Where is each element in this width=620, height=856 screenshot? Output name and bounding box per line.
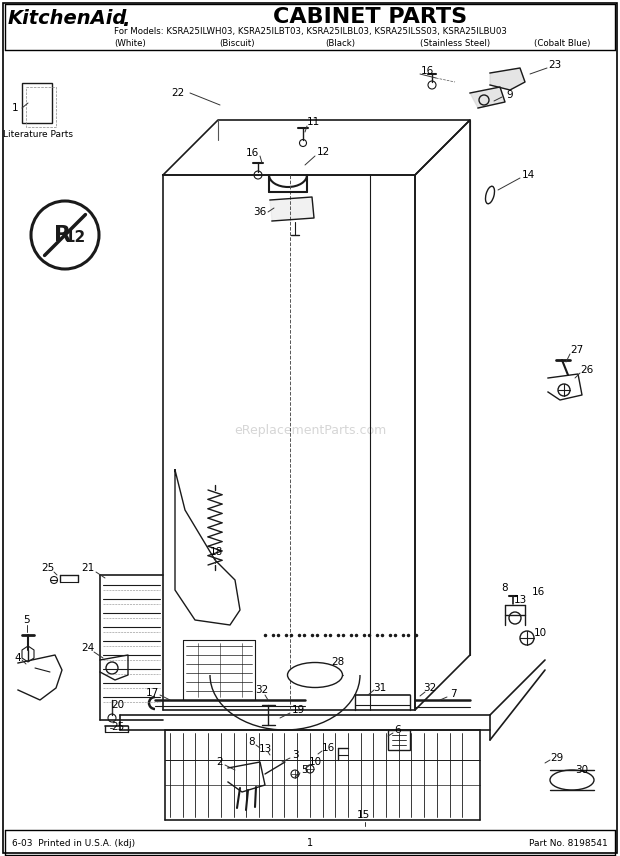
Text: 28: 28 xyxy=(331,657,345,667)
Text: 3: 3 xyxy=(291,750,298,760)
Text: 23: 23 xyxy=(548,60,562,70)
Text: 12: 12 xyxy=(316,147,330,157)
Text: 16: 16 xyxy=(246,148,259,158)
Text: 32: 32 xyxy=(423,683,436,693)
Text: 11: 11 xyxy=(306,117,320,127)
Text: 16: 16 xyxy=(531,587,544,597)
Text: 16: 16 xyxy=(321,743,335,753)
Text: (Stainless Steel): (Stainless Steel) xyxy=(420,39,490,47)
Text: Part No. 8198541: Part No. 8198541 xyxy=(529,839,608,847)
Text: 1: 1 xyxy=(12,103,19,113)
Text: 22: 22 xyxy=(171,88,185,98)
Text: 12: 12 xyxy=(64,229,86,245)
Text: 5: 5 xyxy=(24,615,30,625)
Text: 2: 2 xyxy=(216,757,223,767)
Text: R: R xyxy=(55,225,71,245)
Text: 25: 25 xyxy=(112,722,125,732)
Text: 9: 9 xyxy=(507,90,513,100)
Text: 5: 5 xyxy=(302,765,308,775)
Text: 26: 26 xyxy=(580,365,593,375)
Ellipse shape xyxy=(288,663,342,687)
Bar xyxy=(22,83,52,123)
Text: 13: 13 xyxy=(513,595,526,605)
Text: KitchenAid: KitchenAid xyxy=(8,9,127,27)
Text: 10: 10 xyxy=(533,628,547,638)
Text: 31: 31 xyxy=(373,683,387,693)
Bar xyxy=(26,87,56,127)
Polygon shape xyxy=(470,87,505,108)
Text: 6: 6 xyxy=(395,725,401,735)
Text: 17: 17 xyxy=(145,688,159,698)
Text: 13: 13 xyxy=(259,744,272,754)
Text: 15: 15 xyxy=(356,810,370,820)
Text: 8: 8 xyxy=(502,583,508,593)
Text: 20: 20 xyxy=(112,700,125,710)
Text: 36: 36 xyxy=(254,207,267,217)
Text: (Black): (Black) xyxy=(325,39,355,47)
Text: (White): (White) xyxy=(114,39,146,47)
Text: 16: 16 xyxy=(420,66,433,76)
Text: .: . xyxy=(122,10,130,29)
Text: CABINET PARTS: CABINET PARTS xyxy=(273,7,467,27)
Text: 30: 30 xyxy=(575,765,588,775)
Polygon shape xyxy=(270,197,314,221)
Text: 27: 27 xyxy=(570,345,583,355)
Text: 18: 18 xyxy=(210,547,223,557)
Text: (Biscuit): (Biscuit) xyxy=(219,39,255,47)
Text: 10: 10 xyxy=(308,757,322,767)
Text: 25: 25 xyxy=(42,563,55,573)
Text: eReplacementParts.com: eReplacementParts.com xyxy=(234,424,386,437)
Text: 14: 14 xyxy=(521,170,534,180)
Text: 32: 32 xyxy=(255,685,268,695)
Text: 1: 1 xyxy=(307,838,313,848)
Text: 6-03  Printed in U.S.A. (kdj): 6-03 Printed in U.S.A. (kdj) xyxy=(12,839,135,847)
Text: 4: 4 xyxy=(15,653,21,663)
Text: 29: 29 xyxy=(551,753,564,763)
Text: For Models: KSRA25ILWH03, KSRA25ILBT03, KSRA25ILBL03, KSRA25ILSS03, KSRA25ILBU03: For Models: KSRA25ILWH03, KSRA25ILBT03, … xyxy=(113,27,507,35)
Text: Literature Parts: Literature Parts xyxy=(3,129,73,139)
Text: 7: 7 xyxy=(450,689,456,699)
Text: 19: 19 xyxy=(291,705,304,715)
Bar xyxy=(388,730,410,750)
Polygon shape xyxy=(490,68,525,90)
Text: 21: 21 xyxy=(81,563,95,573)
Text: (Cobalt Blue): (Cobalt Blue) xyxy=(534,39,590,47)
Text: 24: 24 xyxy=(81,643,95,653)
Text: 8: 8 xyxy=(249,737,255,747)
